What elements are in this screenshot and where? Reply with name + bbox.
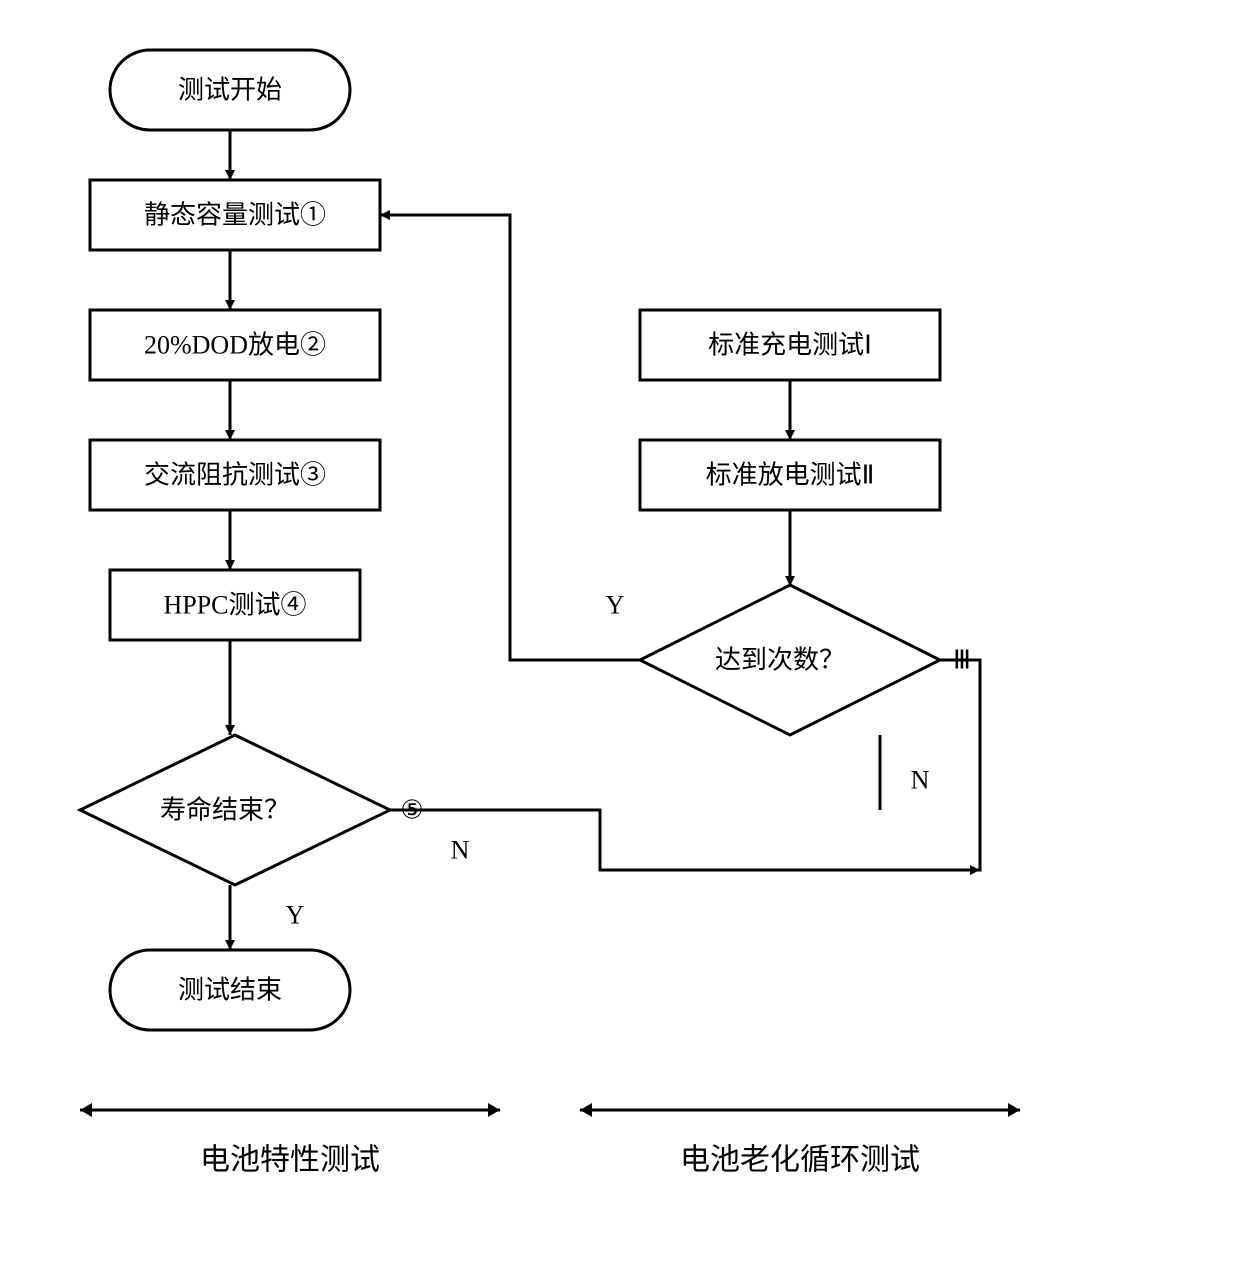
label-countY: Y <box>606 591 625 620</box>
node-countDec-suffix: Ⅲ <box>953 646 971 675</box>
section-left-label: 电池特性测试 <box>200 1144 380 1177</box>
node-discharge: 标准放电测试Ⅱ <box>640 440 940 510</box>
node-countDec: 达到次数？ Ⅲ <box>640 585 971 735</box>
node-end: 测试结束 <box>110 950 350 1030</box>
node-lifeDec-suffix: ⑤ <box>400 796 423 825</box>
label-countN: N <box>911 766 930 795</box>
node-capacity-label: 静态容量测试① <box>144 201 326 230</box>
node-impedance: 交流阻抗测试③ <box>90 440 380 510</box>
node-charge: 标准充电测试Ⅰ <box>640 310 940 380</box>
arrowhead-right <box>1008 1103 1020 1117</box>
label-lifeN: N <box>451 836 470 865</box>
label-lifeY: Y <box>286 901 305 930</box>
node-charge-label: 标准充电测试Ⅰ <box>708 331 872 360</box>
node-impedance-label: 交流阻抗测试③ <box>144 461 326 490</box>
node-start: 测试开始 <box>110 50 350 130</box>
node-capacity: 静态容量测试① <box>90 180 380 250</box>
arrowhead-left <box>80 1103 92 1117</box>
flow-edge <box>380 215 640 660</box>
node-lifeDec-label: 寿命结束？ <box>160 796 290 825</box>
node-discharge-label: 标准放电测试Ⅱ <box>706 461 875 490</box>
flow-edge <box>390 310 980 870</box>
node-dod: 20%DOD放电② <box>90 310 380 380</box>
node-end-label: 测试结束 <box>178 976 282 1005</box>
node-hppc-label: HPPC测试④ <box>163 591 306 620</box>
node-hppc: HPPC测试④ <box>110 570 360 640</box>
section-right-label: 电池老化循环测试 <box>680 1144 920 1177</box>
node-countDec-label: 达到次数？ <box>715 646 845 675</box>
node-dod-label: 20%DOD放电② <box>144 331 326 360</box>
arrowhead-right <box>488 1103 500 1117</box>
arrowhead-left <box>580 1103 592 1117</box>
node-start-label: 测试开始 <box>178 76 282 105</box>
flowchart: 测试开始静态容量测试① 20%DOD放电② 交流阻抗测试③ HPPC测试④ 寿命结束？ ⑤… <box>20 20 1239 1246</box>
node-lifeDec: 寿命结束？ ⑤ <box>80 735 424 885</box>
